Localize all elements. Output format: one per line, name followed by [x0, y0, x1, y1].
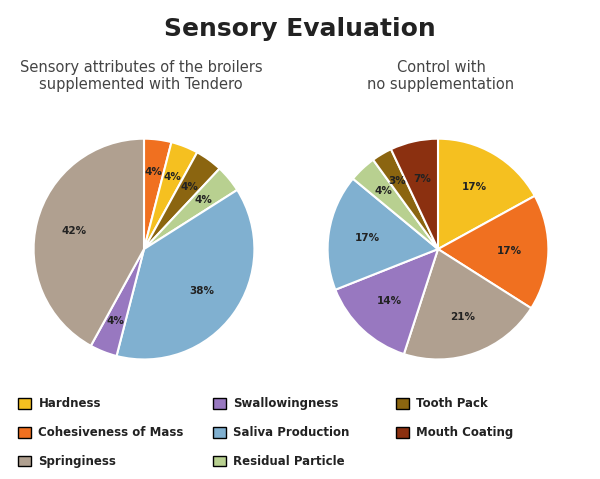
Text: 7%: 7% — [413, 174, 431, 184]
Wedge shape — [373, 149, 438, 249]
Wedge shape — [328, 179, 438, 290]
Text: 38%: 38% — [190, 286, 215, 296]
Wedge shape — [144, 169, 237, 249]
Wedge shape — [144, 139, 172, 249]
Text: Saliva Production: Saliva Production — [233, 426, 350, 439]
Wedge shape — [438, 196, 548, 308]
Text: Residual Particle: Residual Particle — [233, 455, 345, 468]
Wedge shape — [391, 139, 438, 249]
Text: 4%: 4% — [181, 182, 199, 192]
Text: 4%: 4% — [107, 316, 124, 326]
Wedge shape — [404, 249, 531, 359]
Text: Mouth Coating: Mouth Coating — [416, 426, 514, 439]
Wedge shape — [116, 190, 254, 359]
Wedge shape — [144, 152, 220, 249]
Wedge shape — [34, 139, 144, 346]
Text: 42%: 42% — [62, 226, 87, 236]
Text: 14%: 14% — [376, 297, 401, 307]
Text: Control with
no supplementation: Control with no supplementation — [367, 60, 515, 92]
Text: Sensory Evaluation: Sensory Evaluation — [164, 17, 436, 41]
Text: Swallowingness: Swallowingness — [233, 397, 339, 410]
Text: 17%: 17% — [355, 233, 380, 243]
Text: Sensory attributes of the broilers
supplemented with Tendero: Sensory attributes of the broilers suppl… — [20, 60, 262, 92]
Text: Springiness: Springiness — [38, 455, 116, 468]
Text: Tooth Pack: Tooth Pack — [416, 397, 488, 410]
Text: 4%: 4% — [145, 167, 163, 177]
Text: 4%: 4% — [194, 195, 212, 205]
Wedge shape — [144, 142, 197, 249]
Text: Cohesiveness of Mass: Cohesiveness of Mass — [38, 426, 184, 439]
Text: Hardness: Hardness — [38, 397, 101, 410]
Text: 17%: 17% — [462, 182, 487, 192]
Wedge shape — [438, 139, 535, 249]
Wedge shape — [353, 160, 438, 249]
Wedge shape — [91, 249, 144, 356]
Wedge shape — [335, 249, 438, 354]
Text: 4%: 4% — [374, 186, 392, 196]
Text: 17%: 17% — [497, 246, 522, 256]
Text: 3%: 3% — [389, 176, 406, 186]
Text: 21%: 21% — [450, 312, 475, 321]
Text: 4%: 4% — [164, 172, 181, 182]
